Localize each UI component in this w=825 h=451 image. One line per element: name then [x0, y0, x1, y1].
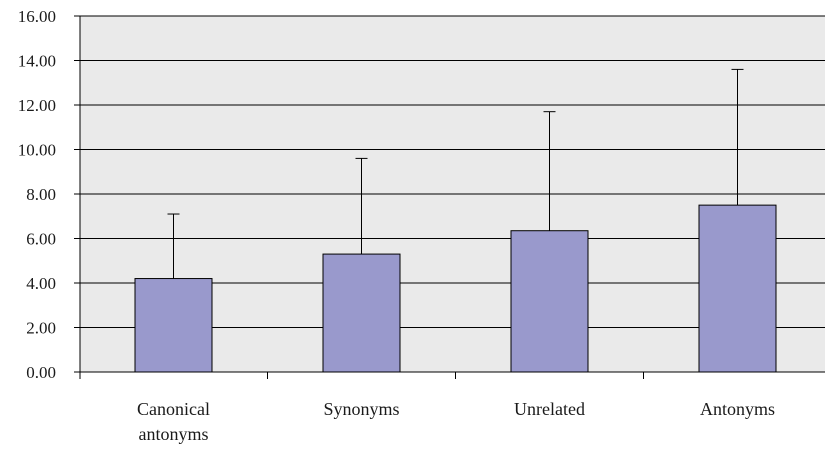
y-tick-label: 6.00	[26, 230, 56, 249]
bar	[322, 253, 401, 373]
axes	[79, 16, 825, 379]
bar	[698, 204, 777, 373]
x-category-label-line: Antonyms	[700, 399, 775, 419]
x-category-label-line: Synonyms	[323, 399, 399, 419]
error-bars	[167, 68, 744, 279]
bar	[134, 278, 213, 373]
y-tick-label: 4.00	[26, 274, 56, 293]
y-tick-label: 16.00	[18, 7, 56, 26]
y-tick-label: 2.00	[26, 319, 56, 338]
x-category-label-line: Unrelated	[514, 399, 585, 419]
x-axis-labels: Canonical antonyms Synonyms Unrelated Antony…	[137, 399, 775, 444]
bars	[134, 204, 777, 373]
y-tick-label: 12.00	[18, 96, 56, 115]
x-category-label: Unrelated	[514, 399, 585, 419]
x-category-label: Synonyms	[323, 399, 399, 419]
y-tick-label: 8.00	[26, 185, 56, 204]
y-tick-label: 14.00	[18, 52, 56, 71]
x-category-label-line: antonyms	[139, 424, 209, 444]
x-category-label: Canonical antonyms	[137, 399, 210, 444]
x-category-label: Antonyms	[700, 399, 775, 419]
y-axis-ticks: 0.00 2.00 4.00 6.00 8.00 10.00 12.00 14.00 16.00	[18, 7, 80, 382]
x-category-label-line: Canonical	[137, 399, 210, 419]
y-tick-label: 10.00	[18, 141, 56, 160]
bar	[510, 230, 589, 373]
y-tick-label: 0.00	[26, 363, 56, 382]
